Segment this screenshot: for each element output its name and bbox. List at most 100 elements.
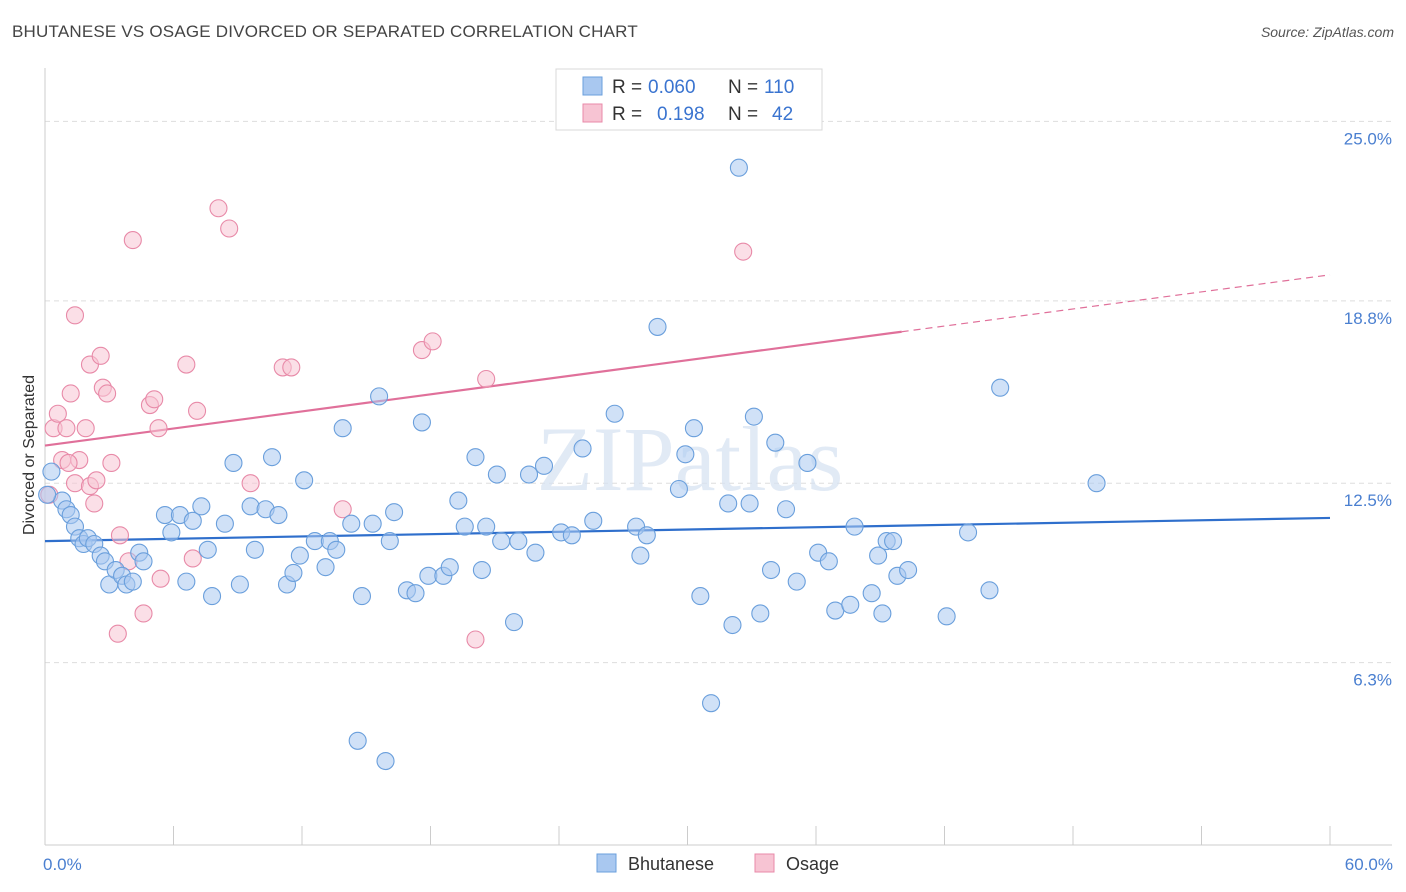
legend-n-value: 110 [764,77,794,98]
data-point-bhutanese [123,572,142,591]
data-point-bhutanese [519,465,539,484]
data-point-bhutanese [342,514,361,533]
bottom-legend-swatch-bhutanese [596,853,617,873]
y-tick-label: 6.3% [1353,671,1392,690]
data-point-bhutanese [224,453,243,472]
data-point-bhutanese [466,448,485,467]
data-point-bhutanese [215,514,234,533]
data-point-osage [57,419,76,438]
data-point-bhutanese [991,378,1010,397]
data-point-bhutanese [477,517,496,536]
data-point-bhutanese [766,433,785,452]
data-point-bhutanese [702,694,721,713]
data-point-bhutanese [684,419,703,438]
bottom-legend-label-osage: Osage [786,854,839,874]
legend-r-label: R = [612,77,642,98]
data-point-osage [241,474,260,493]
data-point-osage [48,404,67,423]
bottom-legend-swatch-osage [754,853,775,873]
data-point-bhutanese [440,558,459,577]
data-point-osage [209,199,228,218]
x-tick-label: 60.0% [1345,855,1393,874]
data-point-bhutanese [729,158,748,177]
data-point-bhutanese [42,462,61,481]
data-point-bhutanese [203,587,222,606]
data-point-bhutanese [648,317,667,336]
x-tick-labels: 0.0% 60.0% [43,855,1393,874]
trend-line-extension-osage [901,274,1331,333]
bottom-legend: Bhutanese Osage [596,853,839,874]
data-point-bhutanese [637,526,656,545]
data-point-bhutanese [869,546,888,565]
data-point-bhutanese [740,494,759,513]
data-point-osage [76,419,95,438]
data-point-bhutanese [862,584,881,603]
data-point-bhutanese [526,543,545,562]
data-point-osage [282,358,301,377]
data-point-osage [145,390,164,409]
data-point-bhutanese [183,511,202,530]
data-point-osage [466,630,485,649]
trend-line-osage [44,330,902,447]
data-point-bhutanese [841,595,860,614]
data-point-bhutanese [472,560,491,580]
data-point-osage [177,355,196,374]
data-point-bhutanese [584,511,603,530]
bottom-legend-label-bhutanese: Bhutanese [628,854,714,874]
chart-title: BHUTANESE VS OSAGE DIVORCED OR SEPARATED… [12,22,638,41]
trend-line-bhutanese [44,516,1331,543]
data-point-osage [183,549,202,568]
data-point-bhutanese [719,494,738,513]
data-point-osage [108,624,127,643]
data-point-bhutanese [370,387,389,406]
data-point-osage [734,242,753,261]
data-point-bhutanese [380,532,399,551]
legend-r-value: 0.060 [648,77,696,98]
data-point-bhutanese [455,517,474,536]
data-point-bhutanese [363,514,382,533]
data-point-bhutanese [487,465,506,484]
data-point-bhutanese [845,517,864,536]
legend-r-value: 0.198 [657,104,705,125]
data-point-bhutanese [230,575,249,594]
data-point-osage [333,500,352,519]
data-point-osage [149,419,168,438]
data-point-bhutanese [295,471,314,490]
legend-n-label: N = [728,104,758,125]
data-point-bhutanese [38,485,57,504]
legend-r-label: R = [612,104,642,125]
data-point-osage [87,471,106,490]
data-point-osage [102,453,121,472]
legend-n-label: N = [728,77,758,98]
data-point-bhutanese [691,587,710,606]
x-tick-label: 0.0% [43,855,82,874]
y-tick-label: 12.5% [1344,491,1392,510]
data-point-bhutanese [192,497,211,516]
data-point-bhutanese [937,607,956,626]
data-point-bhutanese [352,587,372,606]
data-point-osage [134,604,153,623]
data-point-bhutanese [573,439,592,458]
data-point-bhutanese [798,453,817,472]
data-point-osage [85,494,104,513]
axes [44,68,1392,846]
data-point-bhutanese [241,497,260,516]
legend-n-value: 42 [772,104,793,125]
data-point-bhutanese [327,540,346,559]
y-tick-label: 18.8% [1344,309,1392,328]
legend: R = 0.060 N = 110 R = 0.198 N = 42 [555,68,823,131]
data-point-bhutanese [631,546,650,565]
data-point-osage [220,219,239,238]
data-point-osage [91,346,110,365]
data-point-bhutanese [884,532,903,551]
source-label: Source: ZipAtlas.com [1260,24,1394,40]
y-axis-label: Divorced or Separated [21,375,38,535]
data-point-bhutanese [776,500,796,519]
data-point-bhutanese [534,456,554,475]
data-point-bhutanese [980,581,999,600]
y-tick-label: 25.0% [1344,129,1392,148]
data-point-bhutanese [449,491,468,510]
data-point-bhutanese [269,505,288,525]
data-points [38,158,1106,771]
data-point-bhutanese [406,584,425,603]
